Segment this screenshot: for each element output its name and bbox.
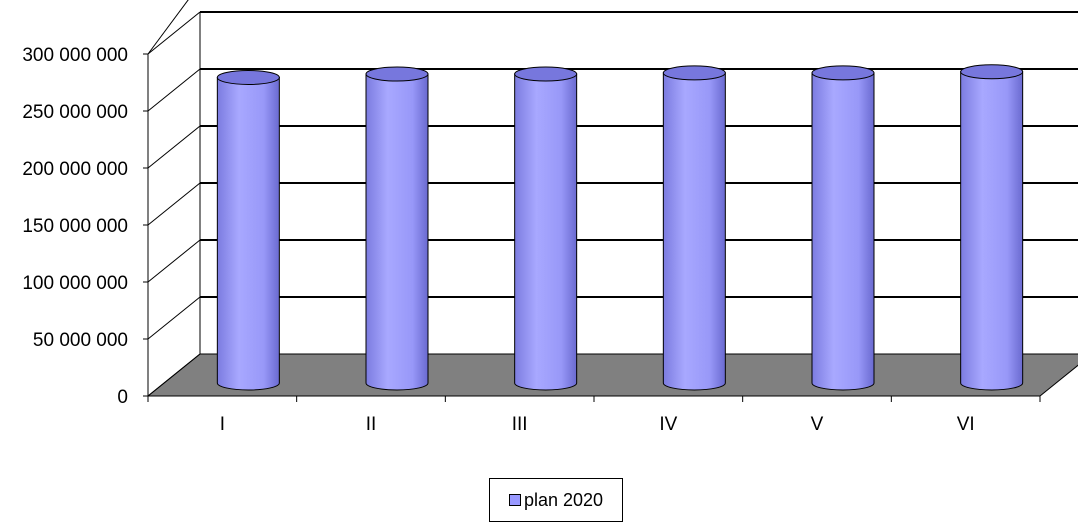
legend: plan 2020: [489, 478, 623, 522]
bar: [216, 69, 280, 391]
x-tick-label: III: [512, 414, 528, 435]
x-tick-label: II: [366, 414, 377, 435]
bar-top: [365, 66, 429, 82]
x-tick-label: IV: [659, 414, 677, 435]
bar-body: [365, 73, 429, 391]
gridline-side: [147, 68, 201, 112]
gridlines: [147, 11, 1078, 397]
gridline-side: [147, 353, 201, 397]
gridline-side: [147, 296, 201, 340]
gridline-side: [147, 182, 201, 226]
gridline-side: [147, 11, 201, 55]
y-tick-label: 50 000 000: [33, 330, 128, 351]
floor-plane: [146, 353, 1078, 397]
y-tick-label: 100 000 000: [22, 273, 128, 294]
y-tick-label: 250 000 000: [22, 102, 128, 123]
bar-top: [514, 66, 578, 82]
axes: [143, 0, 1041, 402]
bars: [216, 64, 1024, 391]
x-axis-tick-labels: I II III IV V VI: [220, 414, 975, 435]
bar-top: [216, 69, 280, 85]
y-tick-label: 150 000 000: [22, 216, 128, 237]
y-tick-label: 300 000 000: [22, 45, 128, 66]
bar: [662, 65, 726, 391]
y-tick-label: 200 000 000: [22, 159, 128, 180]
bar: [514, 66, 578, 391]
bar-body: [216, 76, 280, 391]
legend-swatch: [508, 494, 521, 506]
bar: [811, 65, 875, 391]
y-tick-label: 0: [117, 387, 128, 408]
x-tick-label: I: [220, 414, 225, 435]
side-wall-top: [147, 0, 189, 55]
bar-body: [662, 72, 726, 391]
chart-floor: [146, 353, 1078, 397]
bar-body: [811, 72, 875, 391]
y-axis-tick-labels: 0 50 000 000 100 000 000 150 000 000 200 000…: [22, 45, 128, 408]
bar: [365, 66, 429, 391]
bar-top: [960, 64, 1024, 80]
bar-top: [662, 65, 726, 81]
x-tick-label: VI: [957, 414, 975, 435]
gridline-side: [147, 125, 201, 169]
legend-label: plan 2020: [523, 489, 604, 510]
bar: [960, 64, 1024, 391]
bar-top: [811, 65, 875, 81]
bar-body: [960, 71, 1024, 391]
gridline-side: [147, 239, 201, 283]
bar-body: [514, 73, 578, 391]
x-tick-label: V: [811, 414, 824, 435]
